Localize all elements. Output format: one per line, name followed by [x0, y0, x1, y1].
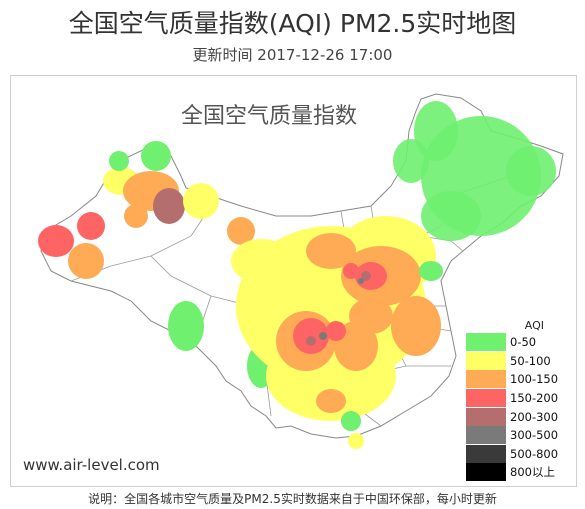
- legend-item: 300-500: [466, 426, 566, 445]
- legend-item: 500-800: [466, 444, 566, 464]
- aqi-blobs: [38, 101, 556, 449]
- legend-label: 150-200: [506, 389, 566, 408]
- legend-swatch: [466, 351, 506, 370]
- legend-label: 200-300: [506, 407, 566, 426]
- page-title: 全国空气质量指数(AQI) PM2.5实时地图: [68, 9, 517, 38]
- china-map-svg: [38, 93, 564, 449]
- data-source-note: 说明：全国各城市空气质量及PM2.5实时数据来自于中国环保部，每小时更新: [88, 492, 497, 506]
- legend-item: 200-300: [466, 407, 566, 426]
- legend-swatch: [466, 407, 506, 426]
- aqi-map: 全国空气质量指数 www.air-level.com AQI 0-50 50-1…: [10, 75, 577, 487]
- legend-label: 50-100: [506, 351, 566, 370]
- legend-item: 150-200: [466, 389, 566, 408]
- legend-label: 0-50: [506, 333, 566, 352]
- legend-label: 800以上: [506, 463, 566, 482]
- aqi-legend: AQI 0-50 50-100 100-150 150-200 200-300 …: [466, 319, 566, 482]
- legend-label: 300-500: [506, 426, 566, 445]
- legend-swatch: [466, 389, 506, 408]
- legend-item: 0-50: [466, 333, 566, 352]
- legend-item: 800以上: [466, 463, 566, 482]
- legend-swatch: [466, 444, 506, 463]
- legend-swatch: [466, 370, 506, 389]
- legend-title: AQI: [524, 319, 544, 332]
- legend-item: 50-100: [466, 351, 566, 371]
- legend-swatch: [466, 463, 506, 482]
- site-watermark[interactable]: www.air-level.com: [23, 456, 160, 474]
- map-title: 全国空气质量指数: [181, 104, 358, 129]
- legend-swatch: [466, 426, 506, 445]
- legend-item: 100-150: [466, 370, 566, 389]
- legend-swatch: [466, 333, 506, 352]
- legend-label: 100-150: [506, 370, 566, 389]
- update-time: 更新时间 2017-12-26 17:00: [192, 46, 393, 64]
- legend-label: 500-800: [506, 444, 566, 463]
